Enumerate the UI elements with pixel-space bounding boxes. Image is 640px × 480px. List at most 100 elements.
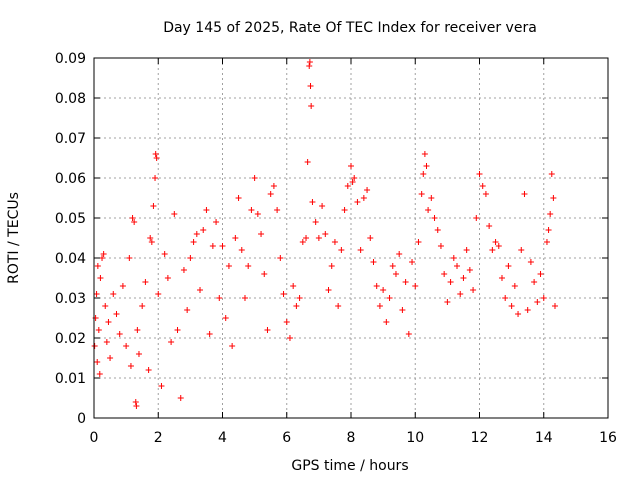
data-point bbox=[152, 175, 159, 181]
data-point bbox=[132, 399, 139, 405]
data-point bbox=[545, 227, 552, 233]
data-point bbox=[94, 359, 101, 365]
data-point bbox=[389, 263, 396, 269]
data-point bbox=[304, 159, 311, 165]
data-point bbox=[123, 343, 130, 349]
grid-layer bbox=[94, 58, 608, 418]
y-tick-label: 0.04 bbox=[55, 251, 86, 267]
chart-title: Day 145 of 2025, Rate Of TEC Index for r… bbox=[163, 20, 537, 36]
data-points bbox=[91, 59, 558, 409]
data-point bbox=[547, 211, 554, 217]
data-point bbox=[476, 171, 483, 177]
data-point bbox=[264, 327, 271, 333]
y-tick-label: 0 bbox=[77, 411, 86, 427]
data-point bbox=[225, 263, 232, 269]
data-point bbox=[454, 263, 461, 269]
data-point bbox=[351, 175, 358, 181]
data-point bbox=[450, 255, 457, 261]
data-point bbox=[216, 295, 223, 301]
data-point bbox=[303, 235, 310, 241]
data-point bbox=[492, 239, 499, 245]
data-point bbox=[399, 307, 406, 313]
data-point bbox=[142, 279, 149, 285]
data-point bbox=[498, 275, 505, 281]
data-point bbox=[127, 363, 134, 369]
data-point bbox=[412, 283, 419, 289]
data-point bbox=[486, 223, 493, 229]
x-tick-label: 14 bbox=[535, 430, 553, 446]
data-point bbox=[370, 259, 377, 265]
data-point bbox=[135, 351, 142, 357]
data-point bbox=[447, 279, 454, 285]
data-point bbox=[466, 267, 473, 273]
data-point bbox=[110, 291, 117, 297]
data-point bbox=[258, 231, 265, 237]
data-point bbox=[505, 263, 512, 269]
data-point bbox=[415, 239, 422, 245]
data-point bbox=[537, 271, 544, 277]
data-point bbox=[470, 287, 477, 293]
data-point bbox=[441, 271, 448, 277]
data-point bbox=[489, 247, 496, 253]
data-point bbox=[99, 255, 106, 261]
data-point bbox=[197, 287, 204, 293]
data-point bbox=[434, 227, 441, 233]
data-point bbox=[431, 215, 438, 221]
x-tick-label: 0 bbox=[90, 430, 99, 446]
data-point bbox=[158, 383, 165, 389]
y-tick-label: 0.01 bbox=[55, 371, 86, 387]
data-point bbox=[524, 307, 531, 313]
data-point bbox=[307, 83, 314, 89]
data-point bbox=[180, 267, 187, 273]
data-point bbox=[299, 239, 306, 245]
data-point bbox=[283, 319, 290, 325]
data-point bbox=[133, 403, 140, 409]
data-point bbox=[113, 311, 120, 317]
y-tick-label: 0.09 bbox=[55, 51, 86, 67]
data-point bbox=[315, 235, 322, 241]
data-point bbox=[402, 279, 409, 285]
data-point bbox=[425, 207, 432, 213]
data-point bbox=[518, 247, 525, 253]
data-point bbox=[325, 287, 332, 293]
data-point bbox=[267, 191, 274, 197]
data-point bbox=[293, 303, 300, 309]
data-point bbox=[373, 283, 380, 289]
data-point bbox=[238, 247, 245, 253]
data-point bbox=[367, 235, 374, 241]
data-point bbox=[344, 183, 351, 189]
data-point bbox=[354, 199, 361, 205]
data-point bbox=[437, 243, 444, 249]
data-point bbox=[473, 215, 480, 221]
data-point bbox=[93, 291, 100, 297]
data-point bbox=[357, 247, 364, 253]
data-point bbox=[360, 195, 367, 201]
y-tick-label: 0.07 bbox=[55, 131, 86, 147]
y-tick-label: 0.08 bbox=[55, 91, 86, 107]
data-point bbox=[229, 343, 236, 349]
data-point bbox=[107, 355, 114, 361]
data-point bbox=[364, 187, 371, 193]
data-point bbox=[95, 327, 102, 333]
x-axis: 0 2 4 6 8 10 12 14 16 bbox=[90, 58, 617, 446]
y-axis: 0 0.01 0.02 0.03 0.04 0.05 0.06 0.07 0.08 0.09 bbox=[55, 51, 608, 427]
data-point bbox=[328, 263, 335, 269]
data-point bbox=[177, 395, 184, 401]
data-point bbox=[97, 275, 104, 281]
data-point bbox=[308, 103, 315, 109]
data-point bbox=[200, 227, 207, 233]
data-point bbox=[274, 207, 281, 213]
data-point bbox=[428, 195, 435, 201]
data-point bbox=[161, 251, 168, 257]
data-point bbox=[203, 207, 210, 213]
data-point bbox=[534, 299, 541, 305]
data-point bbox=[423, 163, 430, 169]
data-point bbox=[171, 211, 178, 217]
data-point bbox=[482, 191, 489, 197]
data-point bbox=[147, 235, 154, 241]
data-point bbox=[296, 295, 303, 301]
data-point bbox=[306, 63, 313, 69]
data-point bbox=[502, 295, 509, 301]
data-point bbox=[119, 283, 126, 289]
